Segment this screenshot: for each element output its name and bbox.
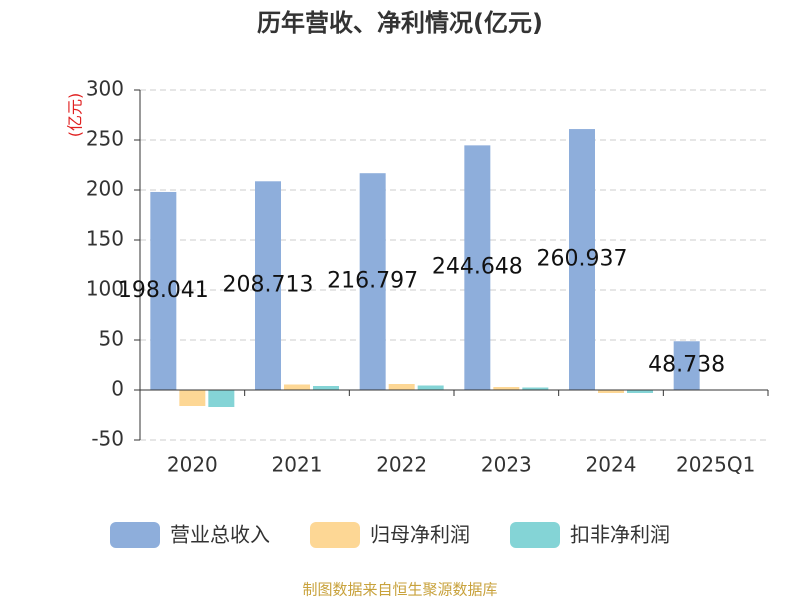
x-tick-label: 2025Q1 [676,453,755,477]
data-label: 48.738 [648,353,725,378]
bar [598,390,624,393]
bar [284,384,310,390]
bar [150,191,177,390]
y-tick-label: 150 [86,227,124,251]
x-tick-label: 2021 [272,453,323,477]
x-tick-label: 2020 [167,453,218,477]
data-label: 244.648 [432,255,523,280]
legend-label: 营业总收入 [170,523,270,547]
bar [569,129,595,391]
y-tick-label: 100 [86,277,124,301]
bar [627,390,653,393]
data-label: 198.041 [118,278,209,303]
source-note: 制图数据来自恒生聚源数据库 [302,581,497,599]
bar [673,341,700,390]
legend-swatch [510,522,560,548]
x-tick-label: 2023 [481,453,532,477]
bar [313,386,339,390]
x-tick-label: 2022 [376,453,427,477]
bar [208,390,235,407]
legend-swatch [310,522,360,548]
y-tick-label: 300 [86,77,124,101]
bar [255,181,281,390]
bar [493,387,520,390]
data-label: 260.937 [537,247,628,272]
bar [179,390,206,406]
y-tick-label: -50 [91,427,124,451]
y-tick-label: 50 [99,327,124,351]
legend-label: 归母净利润 [370,523,470,547]
y-tick-label: 0 [111,377,124,401]
y-axis-label: (亿元) [66,93,85,138]
data-label: 216.797 [327,269,418,294]
data-label: 208.713 [223,273,314,298]
legend-swatch [110,522,160,548]
bar [417,385,444,390]
chart-title: 历年营收、净利情况(亿元) [257,9,543,37]
bar [522,387,549,390]
bar [388,384,415,390]
x-tick-label: 2024 [586,453,637,477]
legend-label: 扣非净利润 [570,523,670,547]
bar [464,145,491,390]
bar [359,173,386,390]
y-tick-label: 250 [86,127,124,151]
y-tick-label: 200 [86,177,124,201]
